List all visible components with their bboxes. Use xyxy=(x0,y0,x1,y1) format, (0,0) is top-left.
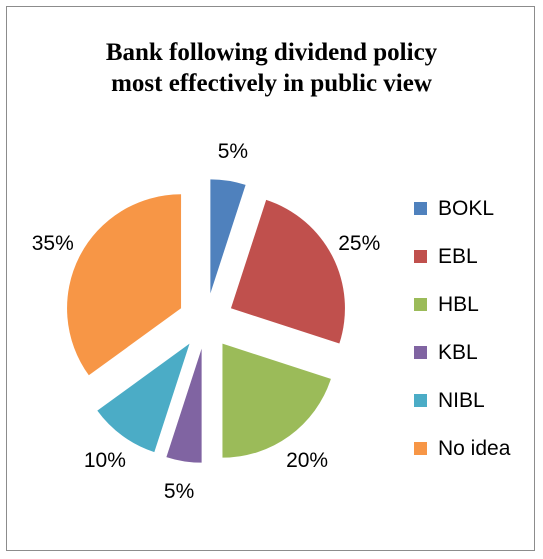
legend-label-nibl: NIBL xyxy=(438,389,485,412)
legend-label-hbl: HBL xyxy=(438,293,479,316)
data-label-ebl: 25% xyxy=(338,232,380,255)
legend-label-kbl: KBL xyxy=(438,341,478,364)
legend-swatch-hbl xyxy=(414,298,427,311)
chart-title-line-1: Bank following dividend policy xyxy=(105,39,438,66)
legend-swatch-bokl xyxy=(414,202,427,215)
chart-title: Bank following dividend policy most effe… xyxy=(7,37,536,99)
legend-swatch-kbl xyxy=(414,346,427,359)
legend-swatch-nibl xyxy=(414,394,427,407)
data-label-nibl: 10% xyxy=(84,449,126,472)
pie-slice-bokl xyxy=(210,179,246,294)
data-label-bokl: 5% xyxy=(218,140,248,163)
pie-slice-nibl xyxy=(97,343,190,453)
pie-slice-kbl xyxy=(166,348,202,463)
pie-slice-ebl xyxy=(230,199,345,344)
data-label-kbl: 5% xyxy=(164,480,194,503)
pie-slice-no-idea xyxy=(67,194,182,376)
legend-label-no-idea: No idea xyxy=(438,437,511,460)
legend-swatch-no-idea xyxy=(414,442,427,455)
legend-label-bokl: BOKL xyxy=(438,197,495,220)
pie-slice-hbl xyxy=(222,343,331,458)
data-label-hbl: 20% xyxy=(286,449,328,472)
data-label-no-idea: 35% xyxy=(32,232,74,255)
legend-swatch-ebl xyxy=(414,250,427,263)
legend-label-ebl: EBL xyxy=(438,245,478,268)
chart-title-line-2: most effectively in public view xyxy=(111,70,432,97)
